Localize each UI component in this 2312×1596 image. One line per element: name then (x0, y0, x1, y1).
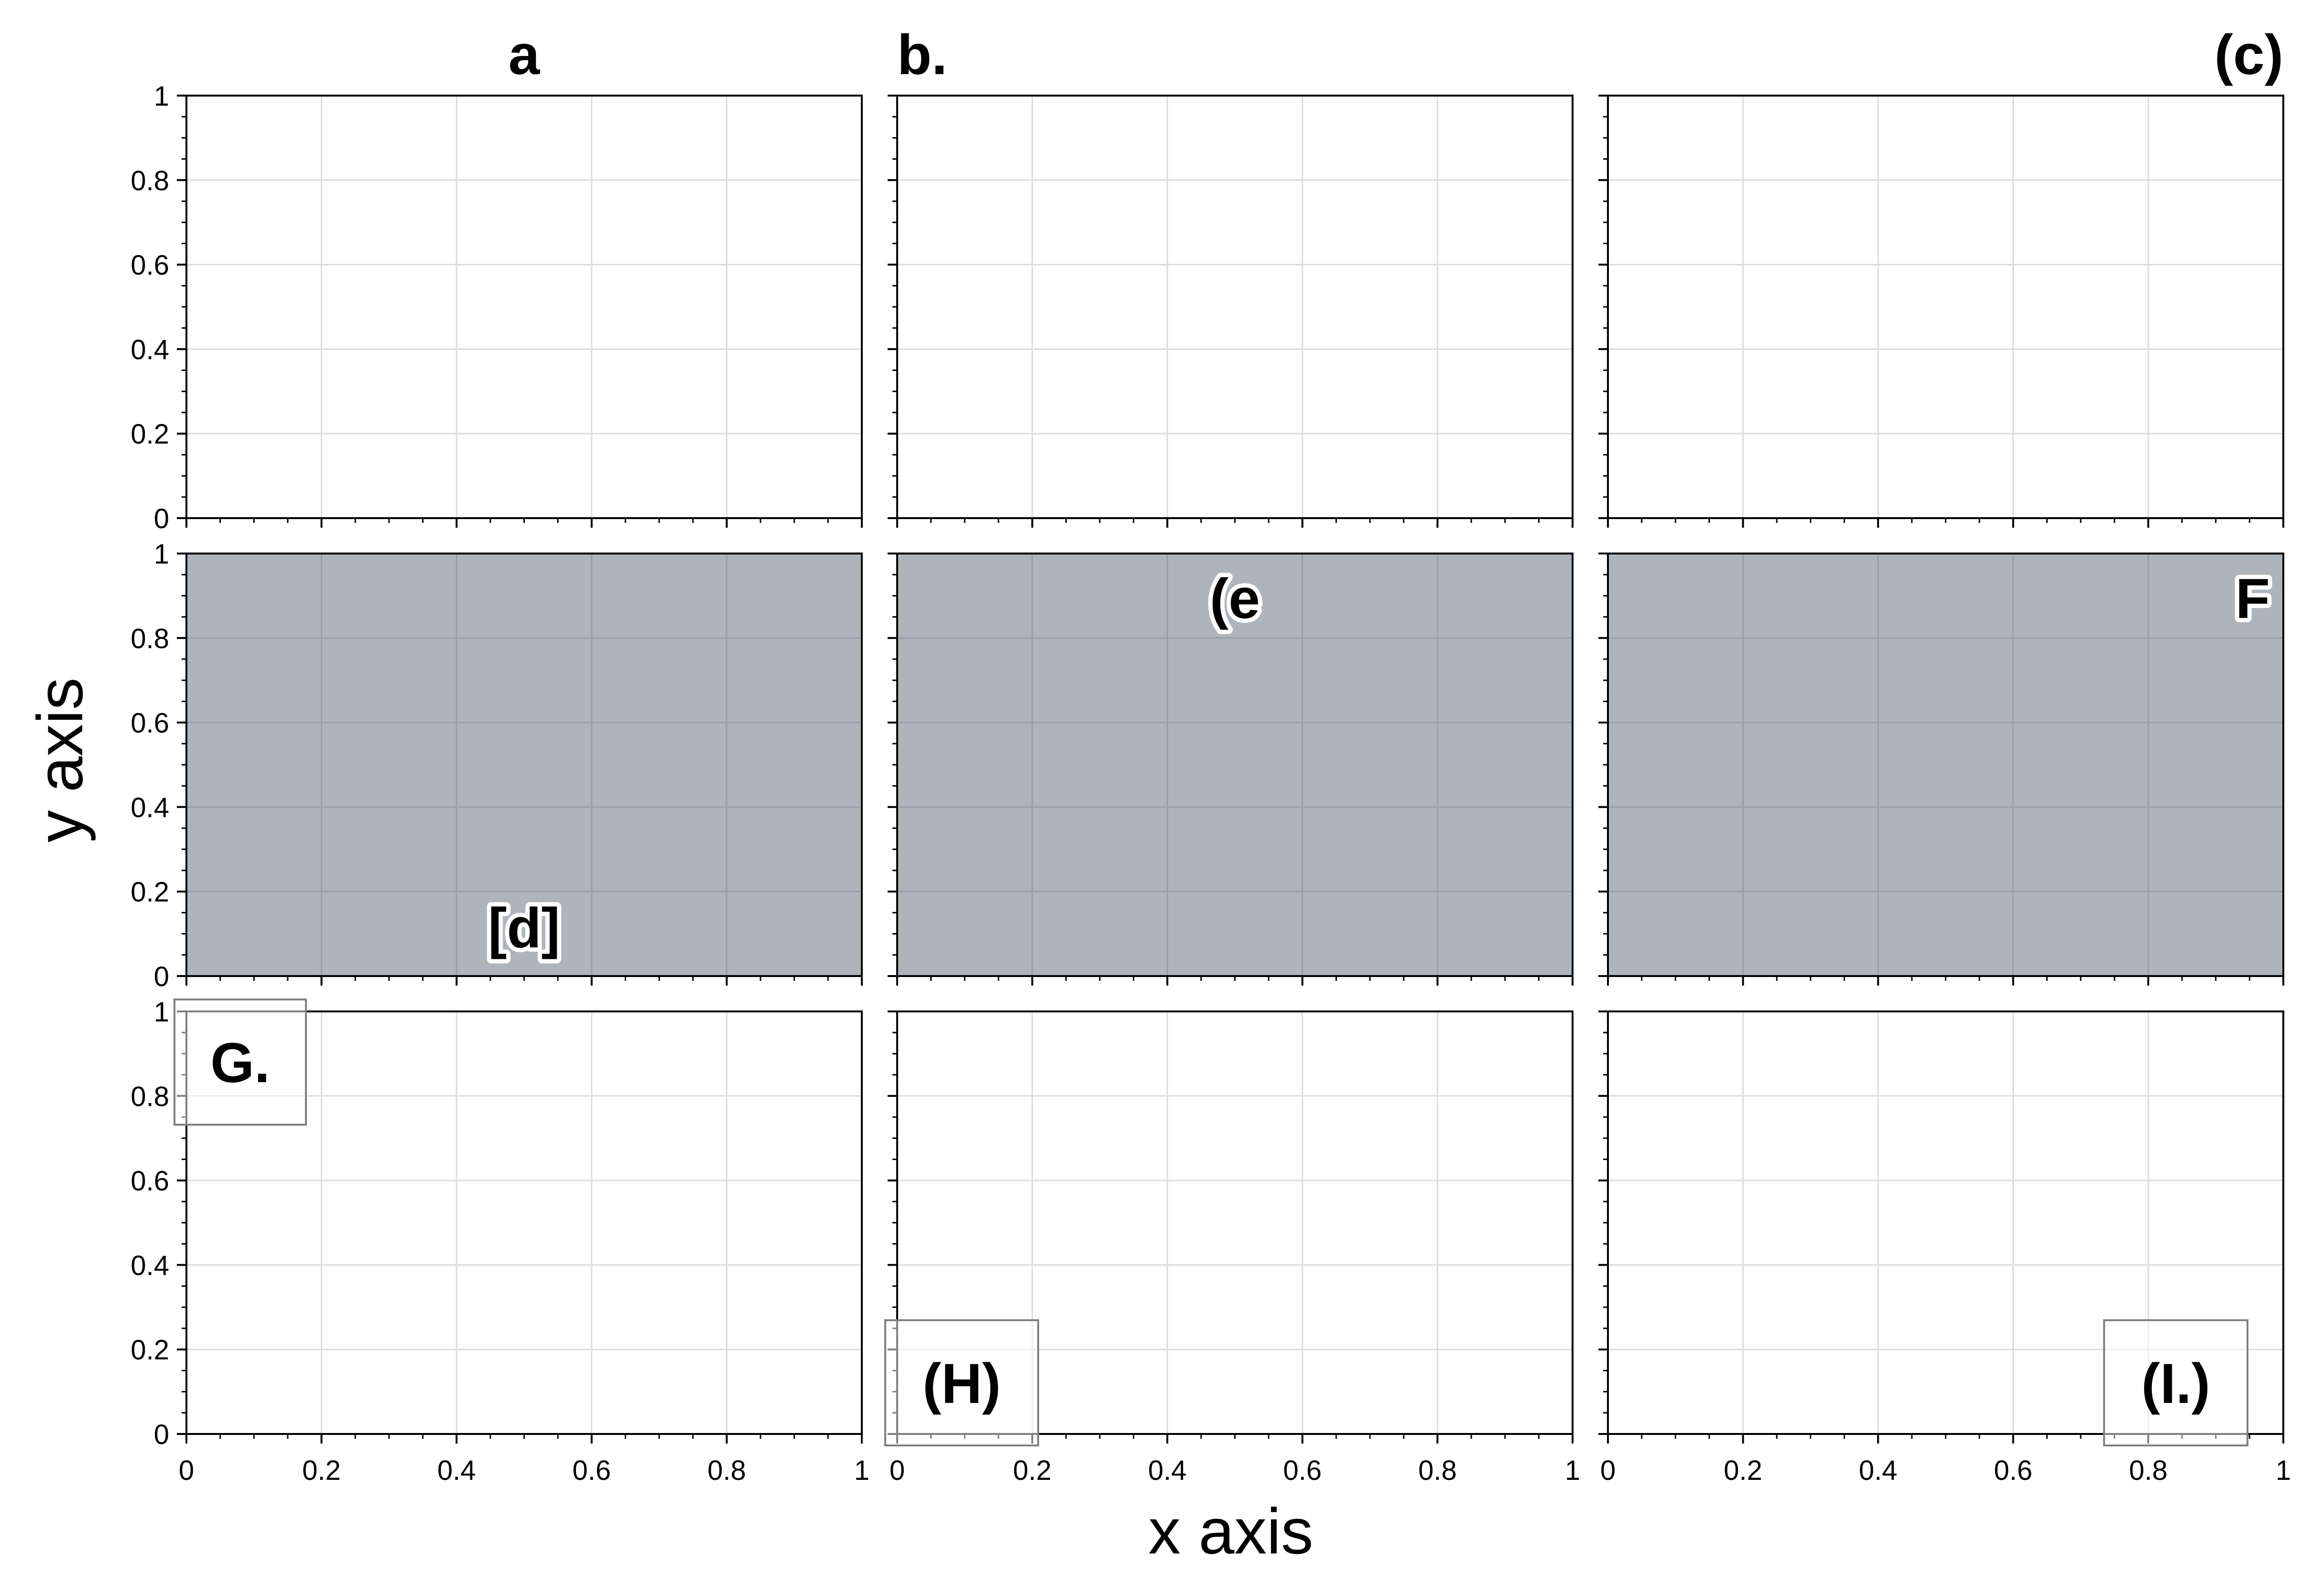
y-tick-label: 0.8 (130, 623, 169, 654)
y-tick-label: 0.6 (130, 708, 169, 739)
panel-label-e: (e (1210, 567, 1260, 630)
y-tick-label: 0.4 (130, 334, 169, 365)
y-tick-label: 1 (154, 81, 169, 112)
panel-label-h: (H) (923, 1352, 1001, 1415)
panel-label-d: [d] (488, 897, 560, 960)
x-tick-label: 0 (1600, 1455, 1616, 1486)
panel-label-box (2103, 1319, 2248, 1446)
x-tick-label: 0.6 (572, 1455, 611, 1486)
y-tick-label: 0.6 (130, 1166, 169, 1197)
x-tick-label: 1 (1565, 1455, 1580, 1486)
x-tick-label: 0.8 (707, 1455, 746, 1486)
x-tick-label: 0.4 (1859, 1455, 1898, 1486)
x-tick-label: 0.8 (1418, 1455, 1457, 1486)
panel-background (1608, 554, 2283, 976)
y-tick-label: 0.4 (130, 1250, 169, 1281)
panel-label-box (884, 1319, 1039, 1446)
panel-label-box (174, 999, 307, 1126)
y-tick-label: 0.8 (130, 1081, 169, 1112)
y-tick-label: 0.8 (130, 165, 169, 196)
panel-g: 0 0.2 0.4 0.6 0.8 1 0 0.2 0.4 0.6 0.8 1 G. (130, 997, 869, 1486)
y-tick-label: 0 (154, 961, 169, 992)
y-tick-label: 1 (154, 539, 169, 570)
panel-c: (c) (1598, 23, 2284, 528)
panel-label-f: F (2236, 567, 2270, 630)
panel-e: (e (888, 553, 1574, 986)
panel-h: 0 0.2 0.4 0.6 0.8 1 (H) (884, 1010, 1580, 1486)
x-tick-label: 0.6 (1994, 1455, 2032, 1486)
panel-background (897, 96, 1573, 518)
panel-a: 0 0.2 0.4 0.6 0.8 1 a (130, 23, 863, 534)
panel-i: 0 0.2 0.4 0.6 0.8 1 (I.) (1598, 1010, 2291, 1486)
x-tick-label: 0 (890, 1455, 905, 1486)
y-tick-label: 0.2 (130, 1335, 169, 1366)
y-tick-label: 0 (154, 503, 169, 534)
x-tick-label: 0.6 (1283, 1455, 1322, 1486)
panel-background (186, 554, 862, 976)
x-tick-label: 0.2 (302, 1455, 341, 1486)
panel-label-a: a (509, 23, 541, 87)
y-tick-label: 1 (154, 997, 169, 1028)
x-tick-label: 0.4 (437, 1455, 476, 1486)
y-tick-label: 0.6 (130, 250, 169, 281)
panel-label-i: (I.) (2141, 1352, 2210, 1415)
panel-f: F (1598, 553, 2284, 986)
panel-b: b. (888, 23, 1574, 528)
x-tick-label: 0.2 (1724, 1455, 1762, 1486)
x-tick-label: 1 (2276, 1455, 2291, 1486)
panel-label-c: (c) (2214, 23, 2283, 87)
y-tick-label: 0 (154, 1419, 169, 1450)
x-tick-label: 0.8 (2129, 1455, 2168, 1486)
x-tick-label: 0.2 (1013, 1455, 1052, 1486)
panel-d: 0 0.2 0.4 0.6 0.8 1 [d] (130, 539, 863, 992)
x-tick-label: 0 (179, 1455, 194, 1486)
x-tick-label: 0.4 (1148, 1455, 1187, 1486)
y-tick-label: 0.4 (130, 792, 169, 823)
panel-background (897, 554, 1573, 976)
x-axis-label: x axis (1148, 1495, 1313, 1567)
x-tick-label: 1 (854, 1455, 869, 1486)
panel-background (186, 96, 862, 518)
y-tick-label: 0.2 (130, 419, 169, 450)
y-axis-label: y axis (24, 677, 96, 842)
panel-label-g: G. (210, 1031, 270, 1095)
panel-label-b: b. (897, 23, 947, 87)
y-tick-label: 0.2 (130, 877, 169, 908)
panel-background (1608, 96, 2283, 518)
panels-layer: 0 0.2 0.4 0.6 0.8 1 a b. (c) 0 0.2 0.4 0.6 0.8 1 [d] (e F… (130, 23, 2291, 1486)
